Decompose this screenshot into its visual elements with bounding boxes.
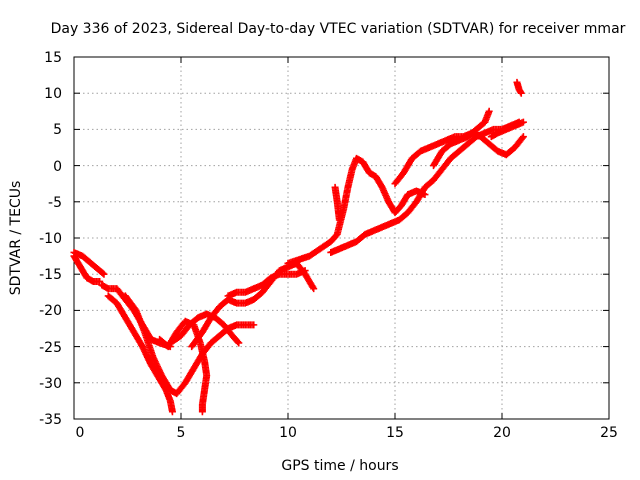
data-point	[485, 107, 493, 115]
data-point	[517, 89, 525, 97]
data-point	[168, 408, 176, 416]
data-point	[309, 283, 317, 291]
y-tick-label-minus-20: -20	[39, 303, 62, 319]
axis-ticks	[73, 56, 610, 420]
x-tick-label-20: 20	[493, 425, 511, 441]
y-tick-label-minus-25: -25	[39, 340, 62, 356]
data-point	[250, 321, 258, 329]
data-point	[234, 338, 242, 346]
x-axis-label: GPS time / hours	[281, 458, 398, 474]
data-point	[519, 118, 527, 126]
x-tick-label-25: 25	[600, 425, 618, 441]
y-tick-label-15: 15	[44, 50, 62, 66]
data-point	[310, 285, 318, 293]
data-point	[99, 269, 107, 277]
x-tick-label-0: 0	[76, 425, 85, 441]
x-tick-label-5: 5	[177, 425, 186, 441]
data-point	[198, 408, 206, 416]
y-axis-label: SDTVAR / TECUs	[8, 181, 24, 296]
x-tick-label-10: 10	[279, 425, 297, 441]
data-marks	[70, 78, 527, 416]
y-tick-label-10: 10	[44, 86, 62, 102]
data-point	[100, 270, 108, 278]
y-tick-label-minus-35: -35	[39, 412, 62, 428]
y-tick-label-minus-5: -5	[48, 195, 62, 211]
data-point	[335, 216, 343, 224]
data-point	[519, 133, 527, 141]
x-tick-label-15: 15	[386, 425, 404, 441]
data-point	[235, 339, 243, 347]
y-tick-label-0: 0	[53, 159, 62, 175]
data-point	[96, 277, 104, 285]
data-point	[518, 134, 526, 142]
y-tick-label-minus-15: -15	[39, 267, 62, 283]
data-point	[301, 267, 309, 275]
chart-title: Day 336 of 2023, Sidereal Day-to-day VTE…	[51, 21, 626, 37]
y-tick-label-minus-10: -10	[39, 231, 62, 247]
y-tick-label-minus-30: -30	[39, 376, 62, 392]
y-tick-label-5: 5	[53, 122, 62, 138]
